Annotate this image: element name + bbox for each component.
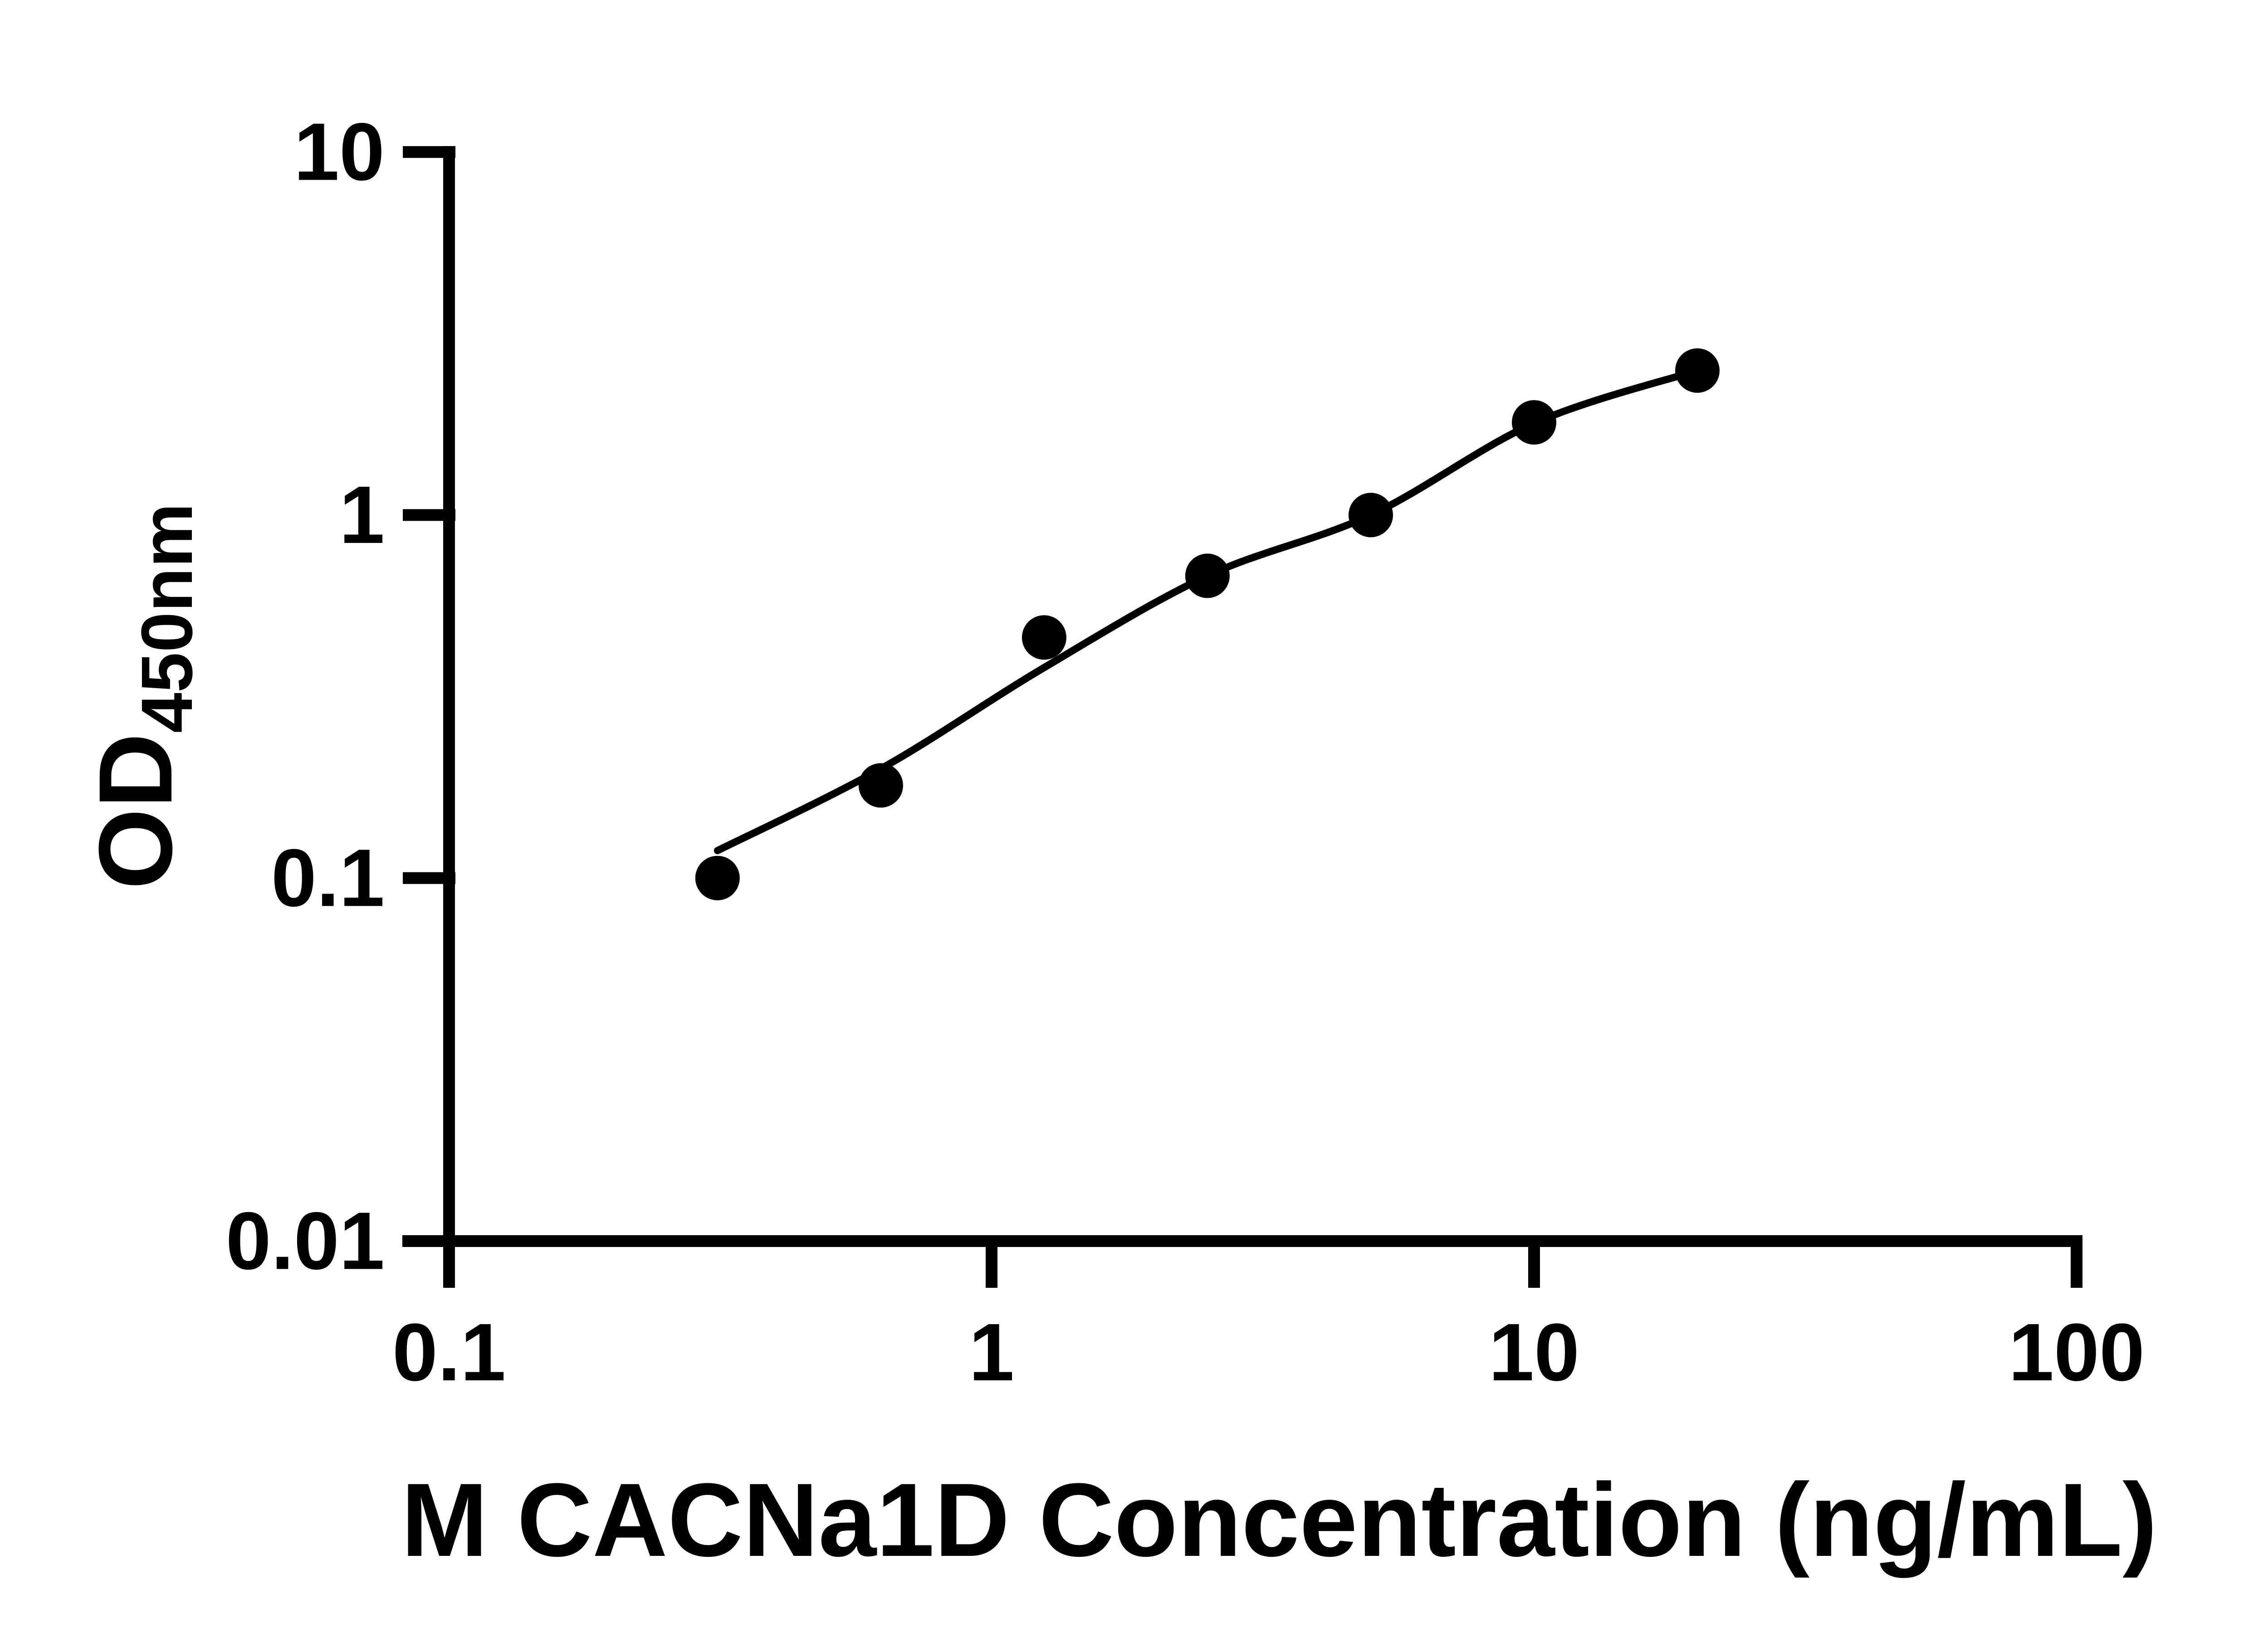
x-tick-label: 1 <box>969 1307 1014 1398</box>
y-tick-label: 10 <box>294 107 385 198</box>
data-point <box>1349 493 1393 538</box>
y-axis-title-main: OD <box>77 733 194 890</box>
y-tick-label: 0.1 <box>271 832 385 924</box>
x-tick-label: 10 <box>1489 1307 1579 1398</box>
data-point <box>858 763 903 808</box>
y-tick-label: 1 <box>339 469 385 561</box>
data-point <box>1512 400 1556 445</box>
x-axis-title: M CACNa1D Concentration (ng/mL) <box>401 1462 2157 1578</box>
y-axis-title: OD450nm <box>77 503 207 890</box>
data-point <box>695 856 740 900</box>
data-point <box>1675 348 1720 393</box>
y-axis-title-subscript: 450nm <box>126 503 207 733</box>
data-point <box>1185 553 1230 598</box>
x-tick-label: 100 <box>2009 1307 2145 1398</box>
y-tick-label: 0.01 <box>226 1196 385 1287</box>
data-point <box>1022 615 1066 660</box>
x-tick-label: 0.1 <box>392 1307 506 1398</box>
